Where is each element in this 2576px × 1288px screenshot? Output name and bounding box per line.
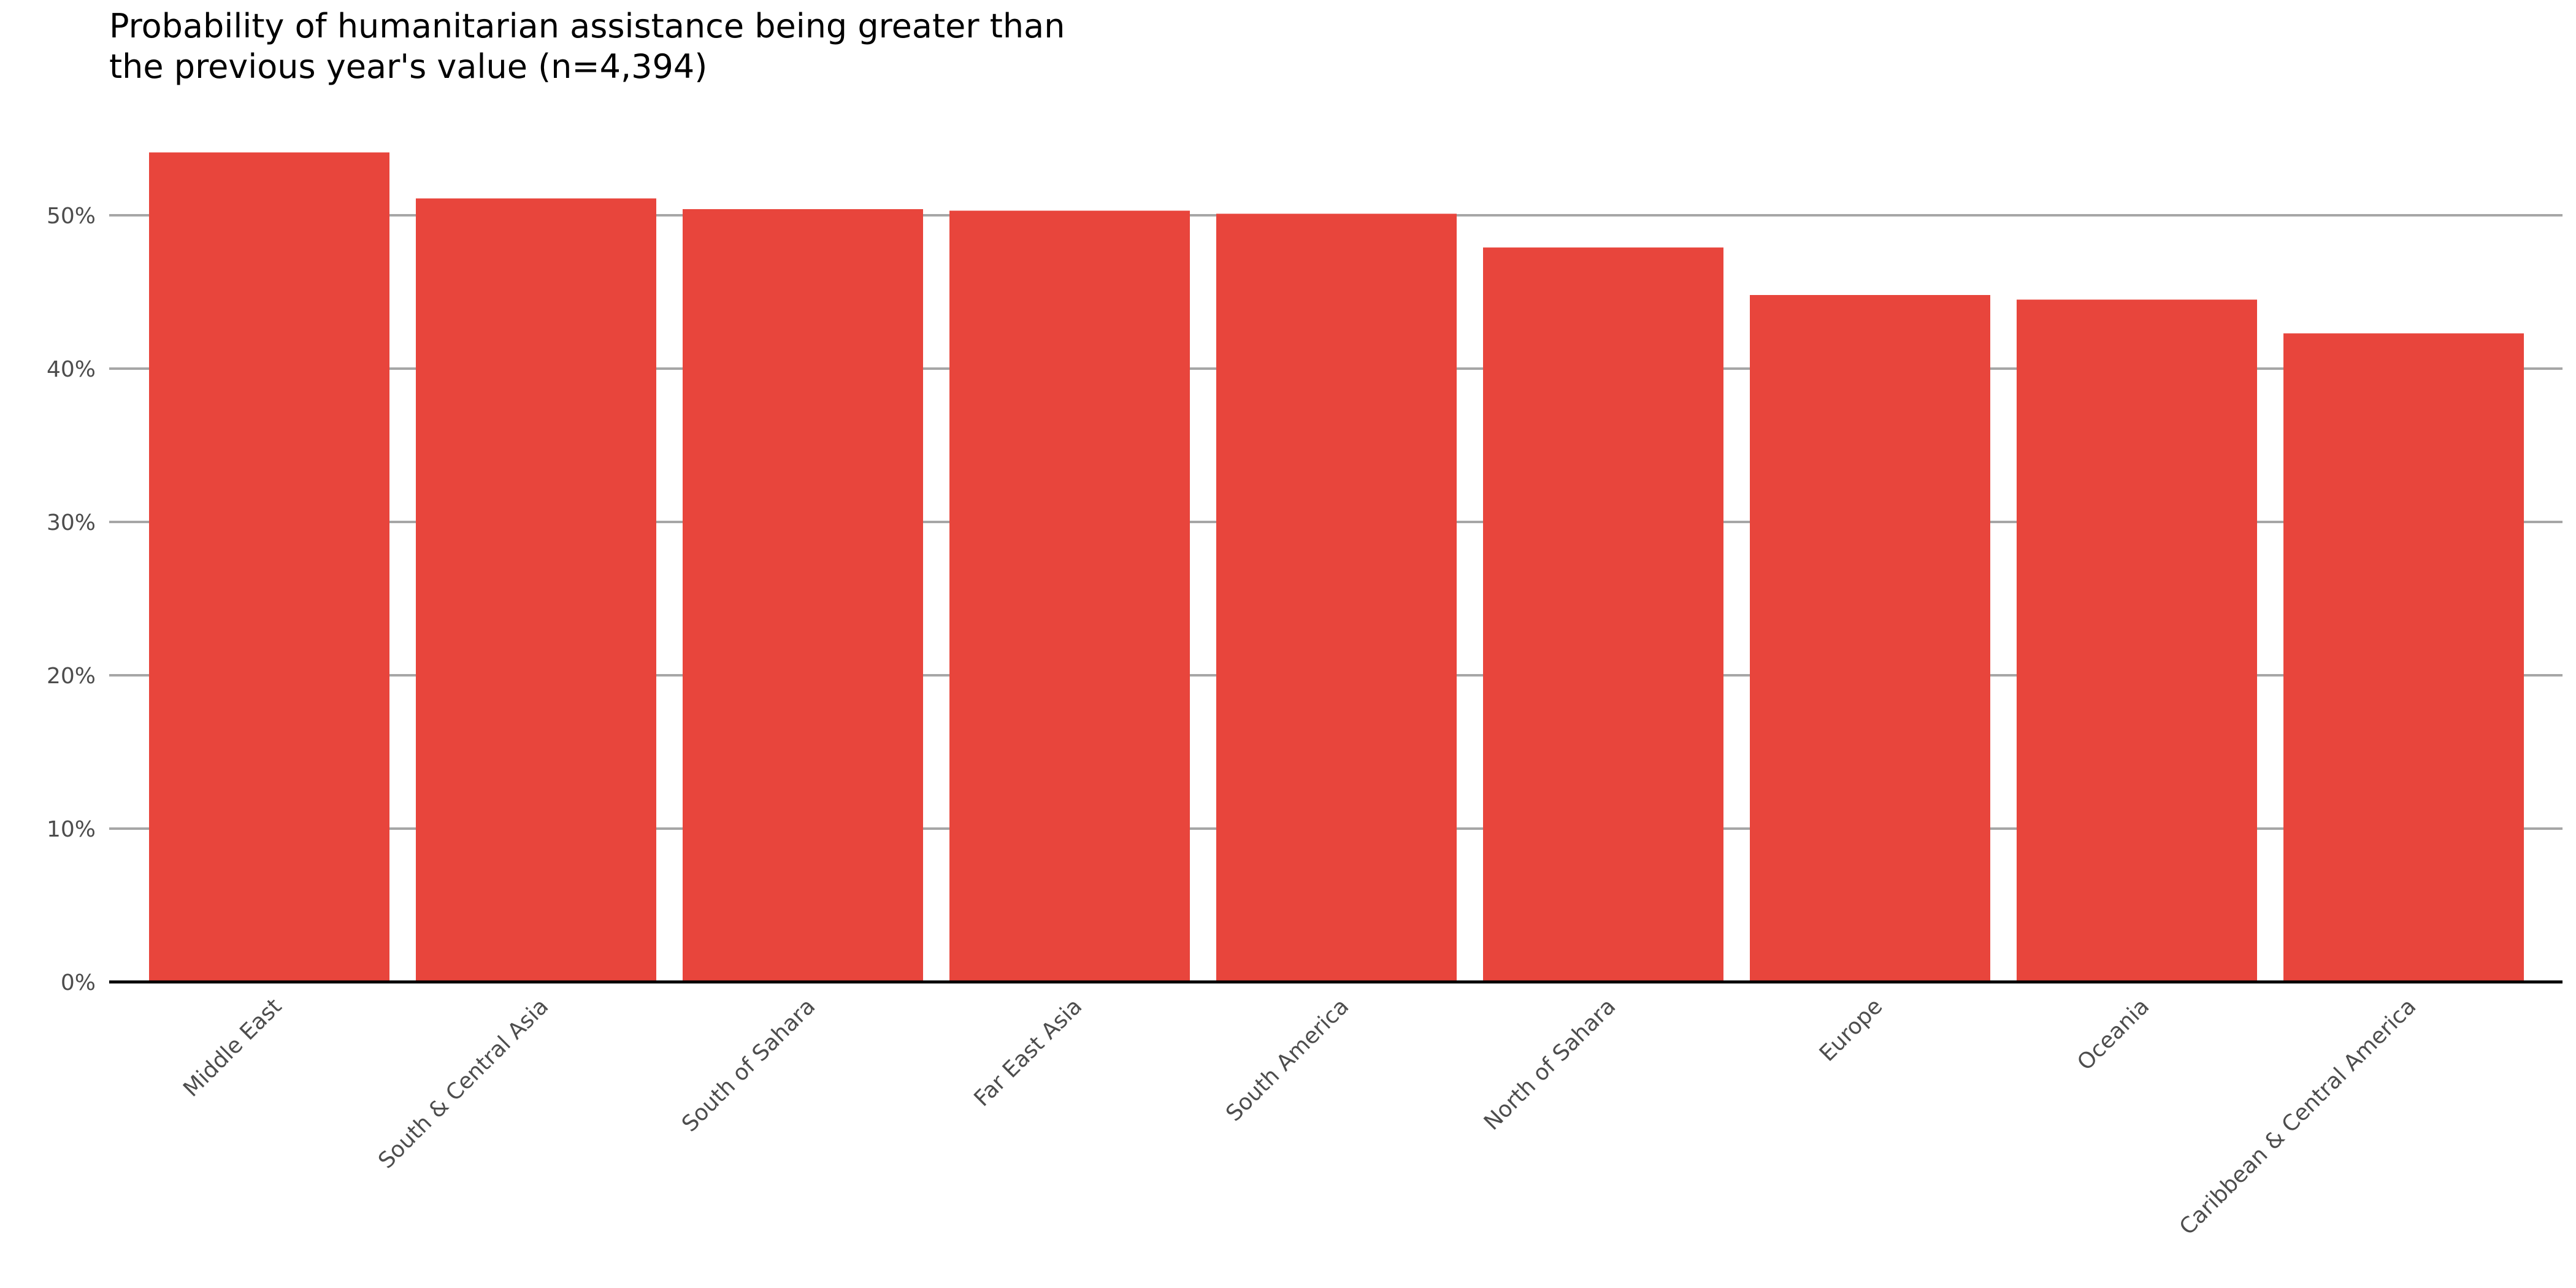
- chart-title: Probability of humanitarian assistance b…: [109, 6, 1581, 87]
- y-tick-label: 40%: [47, 357, 96, 382]
- y-tick-label: 0%: [61, 970, 96, 995]
- bar: [1483, 247, 1723, 982]
- x-tick-label: Caribbean & Central America: [2175, 994, 2421, 1240]
- x-tick-label: Far East Asia: [970, 994, 1087, 1111]
- bar: [949, 210, 1190, 982]
- x-tick-label: South America: [1221, 994, 1354, 1126]
- x-tick-label: Oceania: [2072, 994, 2154, 1075]
- y-tick-label: 20%: [47, 664, 96, 689]
- y-tick-label: 10%: [47, 817, 96, 842]
- bar: [683, 209, 923, 982]
- x-tick-label: North of Sahara: [1479, 994, 1620, 1135]
- bar: [1216, 213, 1457, 982]
- chart-title-line-1: Probability of humanitarian assistance b…: [109, 7, 1065, 45]
- bar: [149, 152, 389, 982]
- bar: [1750, 295, 1990, 982]
- bar: [2283, 333, 2524, 982]
- bar: [2017, 299, 2257, 982]
- x-tick-label: Middle East: [178, 994, 286, 1102]
- x-tick-label: South & Central Asia: [374, 994, 553, 1173]
- bars: [149, 152, 2524, 982]
- y-axis-ticks: 0% 10% 20% 30% 40% 50%: [47, 204, 96, 995]
- bar: [416, 198, 656, 982]
- x-tick-label: Europe: [1815, 994, 1888, 1067]
- y-tick-label: 50%: [47, 204, 96, 229]
- y-tick-label: 30%: [47, 510, 96, 535]
- x-axis-ticks: Middle East South & Central Asia South of …: [178, 994, 2421, 1240]
- x-tick-label: South of Sahara: [677, 994, 820, 1137]
- chart-title-line-2: the previous year's value (n=4,394): [109, 47, 708, 86]
